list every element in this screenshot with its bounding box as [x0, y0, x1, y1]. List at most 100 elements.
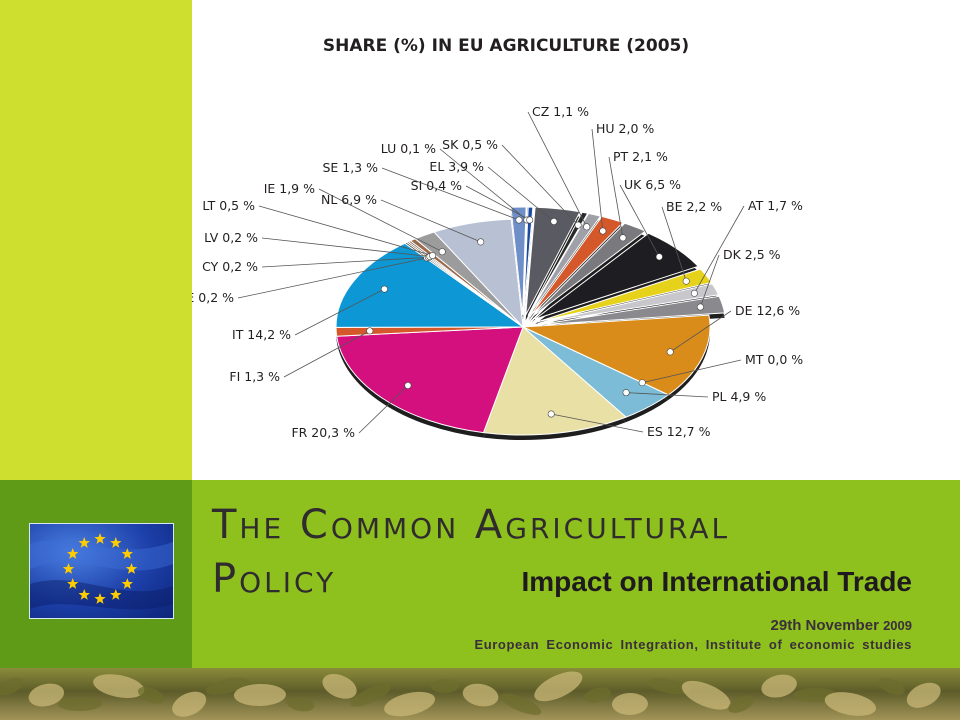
slice-label-el: EL 3,9 % [429, 159, 484, 174]
wheat-ear [728, 695, 755, 713]
leader-dot-at [690, 289, 698, 297]
leader-line-it [294, 288, 385, 336]
wheat-ear [93, 674, 145, 698]
leader-dot-de [666, 348, 674, 356]
wheat-ear [462, 683, 499, 707]
leader-line-be [661, 206, 687, 282]
wheat-ear [611, 692, 648, 716]
leader-line-pt [608, 156, 624, 238]
pie-slice-dk [538, 295, 726, 326]
slice-label-de: DE 12,6 % [735, 303, 800, 318]
slice-label-dk: DK 2,5 % [723, 247, 781, 262]
leader-dot-pl [622, 389, 630, 397]
leader-line-el [487, 166, 555, 222]
leader-dot-fi [366, 327, 374, 335]
slide-subtitle: Impact on International Trade [521, 566, 912, 597]
leader-line-lv [261, 237, 430, 257]
slice-label-lt: LT 0,5 % [202, 198, 255, 213]
eu-flag-stars [30, 533, 173, 610]
accent-bar [0, 0, 192, 480]
leader-dot-it [380, 285, 388, 293]
leader-dot-ie [438, 248, 446, 256]
pie-slice-at [538, 283, 720, 324]
leader-dot-es [547, 410, 555, 418]
leader-line-es [551, 413, 644, 433]
leader-line-nl [380, 199, 481, 243]
slice-label-ee: EE 0,2 % [192, 290, 234, 305]
wheat-ear [28, 683, 65, 707]
flag-star-icon [67, 548, 79, 559]
leader-line-de [669, 310, 732, 353]
flag-star-icon [62, 563, 75, 574]
slide-title-line-2: Policy [212, 556, 337, 602]
wheat-ear [384, 691, 436, 717]
wheat-ear [647, 678, 691, 695]
slice-label-se: SE 1,3 % [322, 160, 378, 175]
eu-flag [30, 524, 173, 618]
pie-slice-nl [433, 218, 524, 329]
date-year: 2009 [883, 618, 912, 633]
slice-label-pl: PL 4,9 % [712, 389, 766, 404]
slide-title: The Common Agricultural Policy [212, 498, 852, 606]
date-text: 29th November [770, 617, 879, 634]
wheat-ear [824, 692, 876, 716]
slice-label-fi: FI 1,3 % [229, 369, 280, 384]
wheat-ear [233, 683, 286, 707]
pie-slice-it [335, 242, 525, 328]
wheat-field-graphic [0, 671, 941, 717]
leader-dot-hu [599, 227, 607, 235]
pie-slice-be [537, 268, 713, 323]
pie-slice-sk [527, 211, 589, 316]
leader-line-fr [358, 385, 409, 434]
wheat-ear [350, 684, 391, 707]
pie-chart-svg: SHARE (%) IN EU AGRICULTURE (2005) DE 12… [192, 36, 803, 441]
leader-dot-fr [404, 381, 412, 389]
slice-label-pt: PT 2,1 % [613, 149, 668, 164]
slice-label-uk: UK 6,5 % [624, 177, 681, 192]
slide-title-line-1: The Common Agricultural [212, 502, 731, 548]
wheat-ear [205, 677, 249, 695]
slice-label-hu: HU 2,0 % [596, 121, 654, 136]
presentation-date: 29th November 2009 [771, 617, 912, 634]
slice-label-nl: NL 6,9 % [321, 192, 377, 207]
leader-dot-be [682, 277, 690, 285]
wheat-ear [322, 673, 357, 699]
pie-slice-el [525, 206, 581, 316]
leader-line-pl [626, 392, 709, 398]
wheat-ear [286, 696, 315, 712]
wheat-ear [137, 686, 165, 704]
flag-star-icon [78, 589, 90, 600]
wheat-ear [583, 687, 612, 703]
leader-line-lt [258, 205, 433, 256]
pie-slice-de [522, 314, 711, 396]
leader-dot-pt [619, 234, 627, 242]
leader-dot-cz [583, 223, 591, 231]
wheat-ear [430, 678, 459, 694]
slice-label-cz: CZ 1,1 % [532, 104, 589, 119]
slice-label-si: SI 0,4 % [411, 178, 462, 193]
leader-line-si [465, 185, 530, 221]
wheat-ear [0, 677, 24, 696]
leader-dot-el [550, 218, 558, 226]
wheat-field-photo [0, 668, 960, 720]
wheat-ear [878, 677, 905, 695]
pie-chart: SHARE (%) IN EU AGRICULTURE (2005) DE 12… [192, 0, 960, 480]
leader-line-at [694, 205, 745, 294]
chart-title: SHARE (%) IN EU AGRICULTURE (2005) [323, 36, 689, 56]
slice-label-sk: SK 0,5 % [442, 137, 498, 152]
slice-label-it: IT 14,2 % [232, 327, 291, 342]
wheat-ear [906, 682, 941, 708]
pie-slice-fr [336, 326, 524, 434]
flag-star-icon [110, 589, 122, 600]
slice-label-lu: LU 0,1 % [381, 141, 436, 156]
wheat-ear [761, 674, 797, 698]
pie-slice-es [482, 326, 627, 436]
leader-dot-se [515, 216, 523, 224]
slice-label-cy: CY 0,2 % [202, 259, 258, 274]
flag-star-icon [78, 537, 90, 548]
leader-line-uk [619, 184, 660, 257]
wheat-ear [500, 693, 542, 715]
leader-dot-dk [696, 303, 704, 311]
flag-star-icon [67, 578, 79, 589]
flag-star-icon [94, 533, 106, 544]
